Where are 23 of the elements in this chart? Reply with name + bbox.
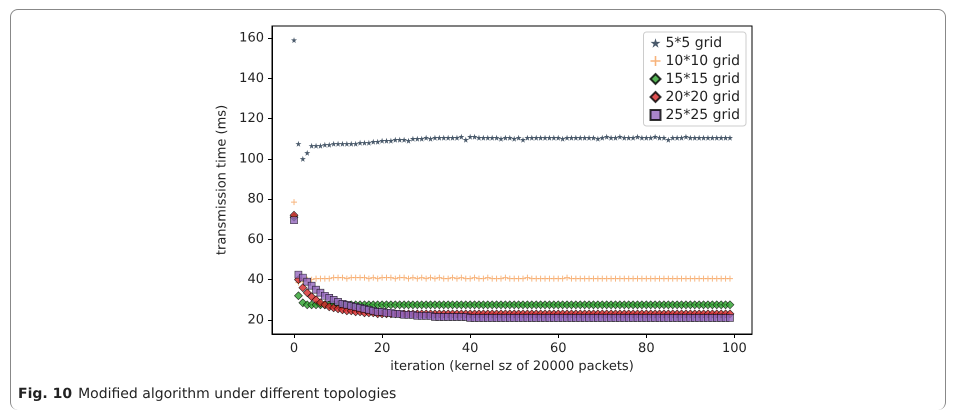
y-tick-label: 40 [247,272,264,288]
x-tick-label: 0 [290,341,298,356]
legend-label: 5*5 grid [666,35,722,51]
x-tick-label: 20 [374,341,390,356]
x-tick-label: 60 [550,341,567,356]
y-tick-label: 120 [239,111,264,126]
legend-label: 10*10 grid [666,53,740,69]
y-axis-title: transmission time (ms) [214,104,230,256]
x-axis-title: iteration (kernel sz of 20000 packets) [390,358,634,374]
y-tick-label: 140 [239,70,264,86]
y-tick-label: 80 [247,192,264,207]
legend-label: 15*15 grid [666,71,740,87]
y-tick-label: 100 [239,151,264,166]
y-tick-label: 60 [247,232,264,247]
x-tick-label: 100 [722,341,747,356]
x-tick-label: 80 [638,341,655,356]
caption: Fig. 10 [18,386,72,402]
y-tick-label: 20 [247,312,264,328]
legend-label: 20*20 grid [666,89,740,105]
y-tick-label: 160 [239,30,264,46]
x-tick-label: 40 [462,341,478,356]
text: Modified algorithm under different topologies [78,386,396,402]
legend-label: 25*25 grid [666,107,740,123]
